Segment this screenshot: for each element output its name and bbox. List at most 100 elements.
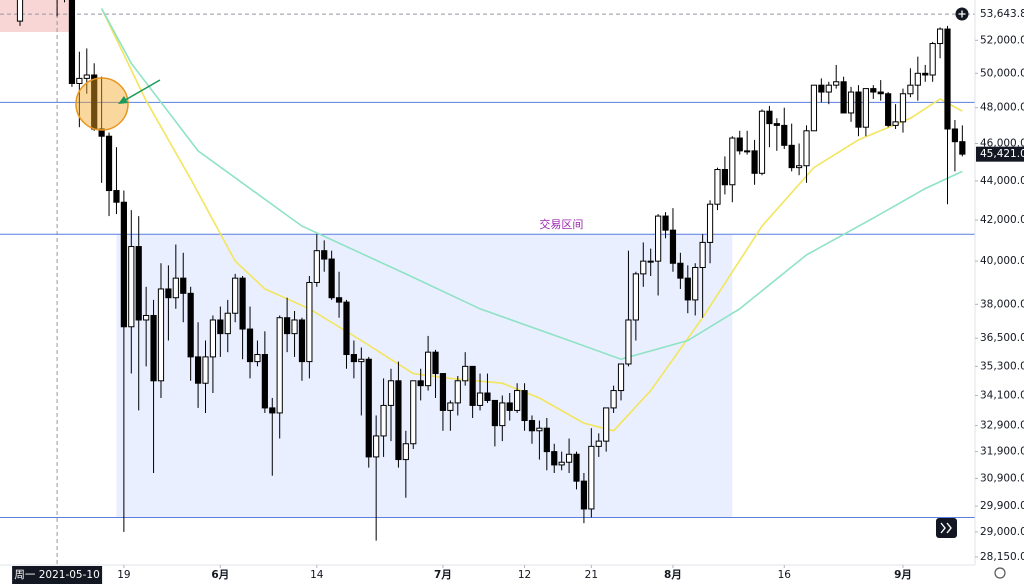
x-tick-label: 6月 — [211, 569, 229, 581]
candle-body — [150, 314, 157, 382]
y-tick-label: 44,000.0 — [980, 175, 1024, 187]
candle-body — [387, 380, 395, 406]
x-tick-label: 19 — [117, 569, 130, 581]
candle-body — [16, 0, 24, 22]
candle-body — [677, 262, 684, 279]
candle-body — [595, 440, 602, 447]
candle-body — [632, 273, 639, 321]
candle-body — [313, 250, 320, 283]
candle-body — [373, 435, 380, 458]
candle-body — [781, 124, 788, 146]
candle-body — [306, 281, 313, 363]
candle-body — [335, 297, 343, 303]
scroll-button[interactable] — [936, 518, 957, 538]
candle-body — [395, 380, 402, 461]
candle-body — [825, 84, 832, 93]
y-tick-label: 42,000.0 — [980, 214, 1024, 226]
candle-body — [788, 144, 795, 169]
candle-body — [699, 241, 706, 268]
candle-body — [98, 128, 105, 137]
candle-body — [877, 91, 884, 95]
y-tick-label: 40,000.0 — [980, 255, 1024, 267]
settings-button[interactable] — [994, 567, 1006, 579]
candle-body — [447, 402, 454, 411]
y-tick-label: 35,300.0 — [980, 360, 1024, 372]
candle-body — [936, 28, 944, 45]
plot-area: 交易区间 — [0, 0, 975, 565]
candle-body — [640, 260, 647, 275]
candle-body — [692, 266, 699, 301]
candle-body — [543, 427, 550, 453]
y-tick-label: 36,500.0 — [980, 332, 1024, 344]
x-tick-label: 8月 — [664, 569, 682, 581]
candle-body — [469, 365, 476, 406]
candle-body — [647, 260, 654, 263]
candle-body — [588, 445, 595, 510]
y-tick-label: 48,000.0 — [980, 102, 1024, 114]
candle-body — [350, 354, 357, 363]
candle-body — [536, 427, 543, 432]
arrow-head — [118, 96, 128, 104]
crosshair-label-box — [12, 566, 103, 584]
x-tick-label: 16 — [778, 569, 792, 581]
candle-body — [580, 480, 588, 510]
candle-body — [870, 88, 877, 93]
candle-body — [818, 84, 825, 93]
candle-body — [840, 81, 847, 114]
y-tick-label: 50,000.0 — [980, 67, 1024, 79]
arrow-line — [119, 79, 161, 104]
candle-body — [180, 277, 187, 294]
candle-body — [462, 365, 469, 382]
candle-body — [113, 190, 120, 203]
candle-body — [669, 229, 677, 264]
candle-body — [773, 123, 780, 126]
candle-body — [365, 358, 372, 458]
candle-body — [551, 451, 558, 466]
marker-price-box — [976, 7, 1024, 22]
candle-body — [284, 317, 291, 335]
last-price-label: 45,421.0 — [980, 148, 1024, 160]
x-tick-label: 14 — [310, 569, 324, 581]
candle-body — [714, 169, 721, 205]
candle-body — [328, 258, 335, 299]
candle-body — [573, 453, 580, 482]
highlight-zone — [0, 0, 75, 32]
candle-body — [417, 380, 424, 387]
moving-average — [100, 8, 963, 361]
candle-body — [499, 402, 506, 427]
candle-body — [410, 380, 417, 445]
candle-body — [914, 72, 921, 86]
candle-body — [261, 354, 268, 409]
y-tick-label: 29,900.0 — [980, 500, 1024, 512]
candle-body — [847, 91, 855, 114]
candle-body — [202, 356, 209, 384]
candle-body — [603, 407, 610, 442]
candle-body — [358, 358, 365, 363]
x-tick-label: 9月 — [894, 569, 912, 581]
candle-body — [803, 130, 810, 167]
candle-body — [291, 319, 298, 335]
candle-body — [766, 110, 773, 125]
candle-body — [187, 292, 194, 358]
candle-body — [796, 165, 803, 169]
candle-body — [929, 43, 936, 76]
highlight-circle — [75, 77, 129, 131]
candle-body — [68, 0, 76, 84]
candle-body — [246, 328, 254, 363]
candle-body — [402, 443, 409, 461]
candle-body — [721, 169, 728, 186]
candle-body — [454, 380, 461, 404]
candle-body — [565, 453, 573, 463]
y-tick-label: 52,000.0 — [980, 34, 1024, 46]
moving-average — [100, 8, 963, 432]
candle-body — [254, 354, 261, 363]
candle-body — [476, 392, 484, 406]
candle-body — [232, 277, 239, 314]
candle-body — [269, 407, 276, 414]
candle-body — [951, 128, 959, 143]
candle-body — [528, 420, 536, 432]
candle-body — [744, 150, 751, 153]
candle-body — [105, 135, 113, 192]
candle-body — [209, 319, 217, 358]
